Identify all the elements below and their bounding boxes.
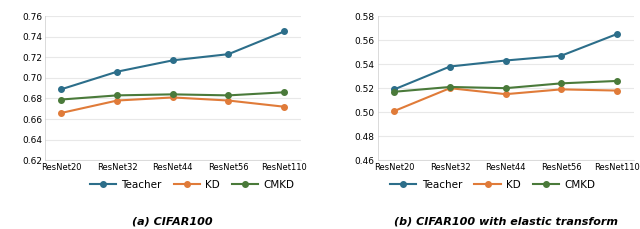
Text: (a) CIFAR100: (a) CIFAR100: [132, 217, 213, 227]
Legend: Teacher, KD, CMKD: Teacher, KD, CMKD: [85, 176, 299, 194]
Text: (b) CIFAR100 with elastic transform: (b) CIFAR100 with elastic transform: [394, 217, 618, 227]
Legend: Teacher, KD, CMKD: Teacher, KD, CMKD: [386, 176, 600, 194]
